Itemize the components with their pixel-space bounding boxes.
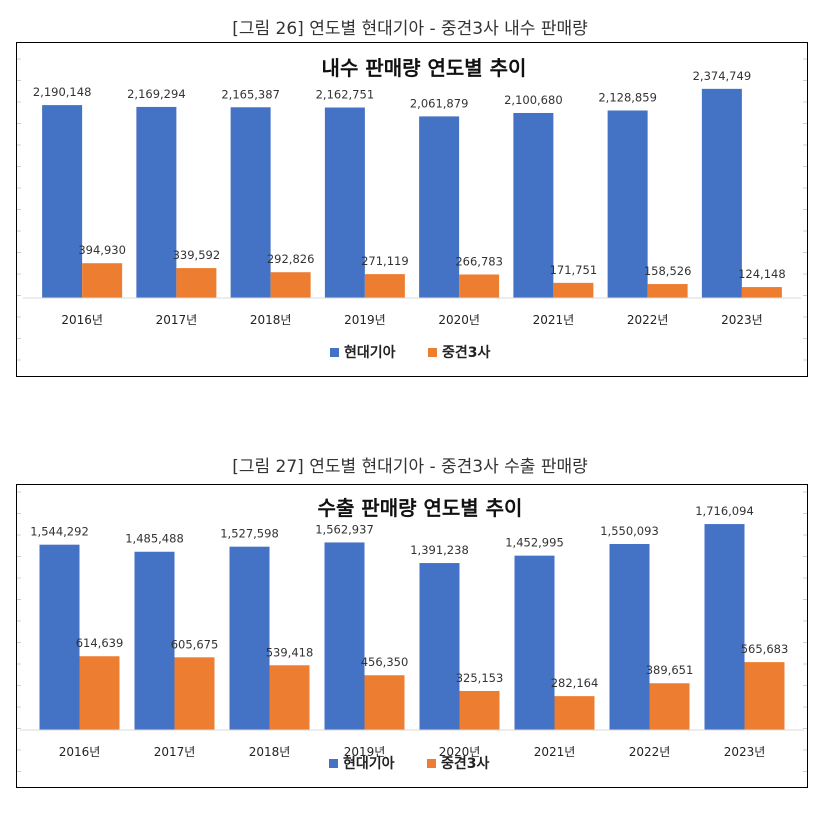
data-label: 1,485,488 [125, 532, 184, 546]
data-label: 614,639 [76, 636, 124, 650]
bar-mid3 [176, 268, 217, 298]
data-label: 158,526 [644, 264, 692, 278]
legend-label: 중견3사 [442, 344, 491, 361]
data-label: 292,826 [267, 252, 315, 266]
data-label: 2,128,859 [598, 90, 657, 104]
data-label: 325,153 [456, 671, 504, 685]
legend-label: 중견3사 [441, 755, 490, 772]
data-label: 394,930 [78, 243, 126, 257]
bar-hyundai-kia [704, 524, 745, 730]
data-label: 171,751 [550, 263, 598, 277]
bar-hyundai-kia [514, 555, 555, 730]
x-tick-label: 2019년 [344, 745, 386, 759]
bar-hyundai-kia [701, 88, 742, 298]
data-label: 2,100,680 [504, 93, 563, 107]
data-label: 1,544,292 [30, 525, 89, 539]
data-label: 2,165,387 [221, 87, 280, 101]
bar-mid3 [649, 683, 690, 730]
bar-mid3 [741, 287, 782, 298]
data-label: 1,550,093 [600, 524, 659, 538]
bar-mid3 [647, 284, 688, 298]
bar-mid3 [364, 274, 405, 298]
data-label: 539,418 [266, 645, 314, 659]
legend-swatch-hyundai-kia [330, 348, 339, 357]
chart-title: 수출 판매량 연도별 추이 [318, 496, 523, 520]
x-tick-label: 2023년 [724, 745, 766, 759]
x-tick-label: 2022년 [629, 745, 671, 759]
data-label: 124,148 [738, 267, 786, 281]
data-label: 2,061,879 [410, 96, 469, 110]
x-tick-label: 2018년 [250, 313, 292, 327]
data-label: 271,119 [361, 254, 409, 268]
x-tick-label: 2016년 [59, 745, 101, 759]
figure-caption: [그림 27] 연도별 현대기아 - 중견3사 수출 판매량 [232, 457, 588, 477]
bar-hyundai-kia [609, 543, 650, 730]
x-tick-label: 2021년 [533, 313, 575, 327]
bar-hyundai-kia [324, 107, 365, 299]
bar-mid3 [79, 656, 120, 730]
bar-hyundai-kia [419, 563, 460, 730]
x-tick-label: 2018년 [249, 745, 291, 759]
data-label: 339,592 [173, 248, 221, 262]
data-label: 2,190,148 [33, 85, 92, 99]
export-sales-chart: 수출 판매량 연도별 추이 1,544,292 1,485,488 1,527,598… [17, 491, 807, 772]
bar-mid3 [459, 690, 500, 730]
data-label: 282,164 [551, 676, 599, 690]
data-label: 2,162,751 [316, 88, 375, 102]
x-tick-label: 2020년 [438, 313, 480, 327]
legend-swatch-mid3 [427, 759, 436, 768]
bar-hyundai-kia [513, 112, 554, 298]
legend-swatch-hyundai-kia [329, 759, 338, 768]
bar-hyundai-kia [136, 106, 177, 298]
domestic-sales-chart: 내수 판매량 연도별 추이 2,190,148 2,169,294 2,165,387… [17, 56, 807, 361]
bar-hyundai-kia [229, 546, 270, 730]
x-tick-label: 2017년 [156, 313, 198, 327]
data-label: 266,783 [455, 255, 503, 269]
data-label: 1,452,995 [505, 536, 564, 550]
x-tick-label: 2022년 [627, 313, 669, 327]
figure-caption: [그림 26] 연도별 현대기아 - 중견3사 내수 판매량 [232, 19, 588, 39]
bar-hyundai-kia [230, 107, 271, 298]
data-label: 1,562,937 [315, 522, 374, 536]
chart-title: 내수 판매량 연도별 추이 [322, 56, 527, 80]
bar-hyundai-kia [134, 551, 175, 730]
x-tick-label: 2023년 [721, 313, 763, 327]
bar-hyundai-kia [607, 110, 648, 299]
bar-hyundai-kia [39, 544, 80, 730]
chart-frame: 내수 판매량 연도별 추이 2,190,148 2,169,294 2,165,387… [16, 42, 808, 377]
bar-mid3 [82, 263, 123, 298]
data-label: 2,374,749 [693, 69, 752, 83]
data-label: 389,651 [646, 663, 694, 677]
bar-mid3 [364, 675, 405, 730]
legend-swatch-mid3 [428, 348, 437, 357]
chart-frame: 수출 판매량 연도별 추이 1,544,292 1,485,488 1,527,598… [16, 484, 808, 788]
x-tick-label: 2019년 [344, 313, 386, 327]
x-tick-label: 2021년 [534, 745, 576, 759]
bar-mid3 [270, 272, 311, 298]
data-label: 2,169,294 [127, 87, 186, 101]
bar-mid3 [174, 657, 215, 730]
bar-hyundai-kia [42, 105, 83, 298]
bar-mid3 [459, 274, 500, 298]
data-label: 456,350 [361, 655, 409, 669]
data-label: 1,716,094 [695, 504, 754, 518]
bar-mid3 [554, 696, 595, 730]
data-label: 605,675 [171, 637, 219, 651]
x-tick-label: 2020년 [439, 745, 481, 759]
x-tick-label: 2016년 [61, 313, 103, 327]
data-label: 1,527,598 [220, 527, 279, 541]
bar-mid3 [553, 282, 594, 298]
bar-mid3 [269, 665, 310, 730]
bar-hyundai-kia [419, 116, 460, 298]
data-label: 565,683 [741, 642, 789, 656]
legend-label: 현대기아 [343, 755, 395, 772]
data-label: 1,391,238 [410, 543, 469, 557]
legend-label: 현대기아 [344, 344, 396, 361]
x-tick-label: 2017년 [154, 745, 196, 759]
bar-mid3 [744, 662, 785, 730]
bar-hyundai-kia [324, 542, 365, 730]
